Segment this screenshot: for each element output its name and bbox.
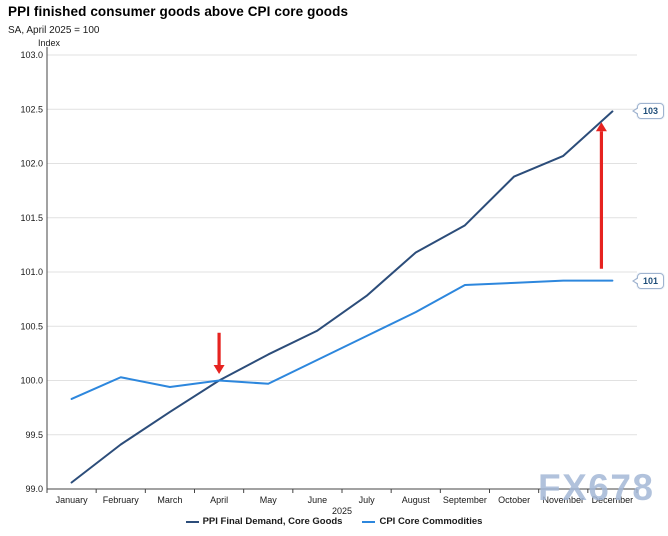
x-tick-label: April: [210, 495, 228, 505]
y-tick-label: 100.0: [20, 376, 43, 386]
legend-label: CPI Core Commodities: [379, 516, 483, 527]
x-tick-label: March: [157, 495, 182, 505]
y-tick-label: 101.0: [20, 267, 43, 277]
y-tick-label: 103.0: [20, 50, 43, 60]
x-tick-label: November: [542, 495, 584, 505]
legend-label: PPI Final Demand, Core Goods: [202, 516, 343, 527]
red-up-arrow-head: [595, 122, 607, 132]
chart-subtitle: SA, April 2025 = 100: [8, 25, 100, 36]
callout-cpi-value: 101: [632, 272, 665, 289]
x-tick-label: July: [359, 495, 376, 505]
chart-title: PPI finished consumer goods above CPI co…: [8, 4, 349, 19]
x-tick-label: June: [308, 495, 328, 505]
callout-label: 103: [643, 106, 659, 117]
y-tick-label: 100.5: [20, 321, 43, 331]
x-axis-year-label: 2025: [332, 506, 352, 516]
y-tick-label: 102.5: [20, 104, 43, 114]
x-tick-label: December: [592, 495, 634, 505]
callout-pointer-icon: [632, 276, 639, 285]
callout-ppi-value: 103: [632, 103, 665, 120]
legend-line-swatch: [362, 520, 376, 523]
x-tick-label: May: [260, 495, 278, 505]
y-tick-label: 101.5: [20, 213, 43, 223]
legend-line-swatch: [185, 520, 199, 523]
series-line-1: [70, 279, 614, 400]
series-line-0: [70, 110, 614, 484]
y-tick-label: 99.0: [25, 484, 43, 494]
legend: PPI Final Demand, Core Goods CPI Core Co…: [0, 516, 668, 527]
y-axis-unit-label: Index: [38, 38, 61, 48]
x-tick-label: February: [103, 495, 140, 505]
y-tick-label: 102.0: [20, 159, 43, 169]
callout-label: 101: [643, 275, 659, 286]
x-tick-label: October: [498, 495, 530, 505]
y-tick-label: 99.5: [25, 430, 43, 440]
legend-item-ppi: PPI Final Demand, Core Goods: [185, 516, 343, 527]
legend-item-cpi: CPI Core Commodities: [362, 516, 482, 527]
red-down-arrow-head: [213, 364, 225, 374]
x-tick-label: January: [56, 495, 89, 505]
x-tick-label: August: [402, 495, 431, 505]
x-tick-label: September: [443, 495, 487, 505]
callout-pointer-icon: [632, 107, 639, 116]
